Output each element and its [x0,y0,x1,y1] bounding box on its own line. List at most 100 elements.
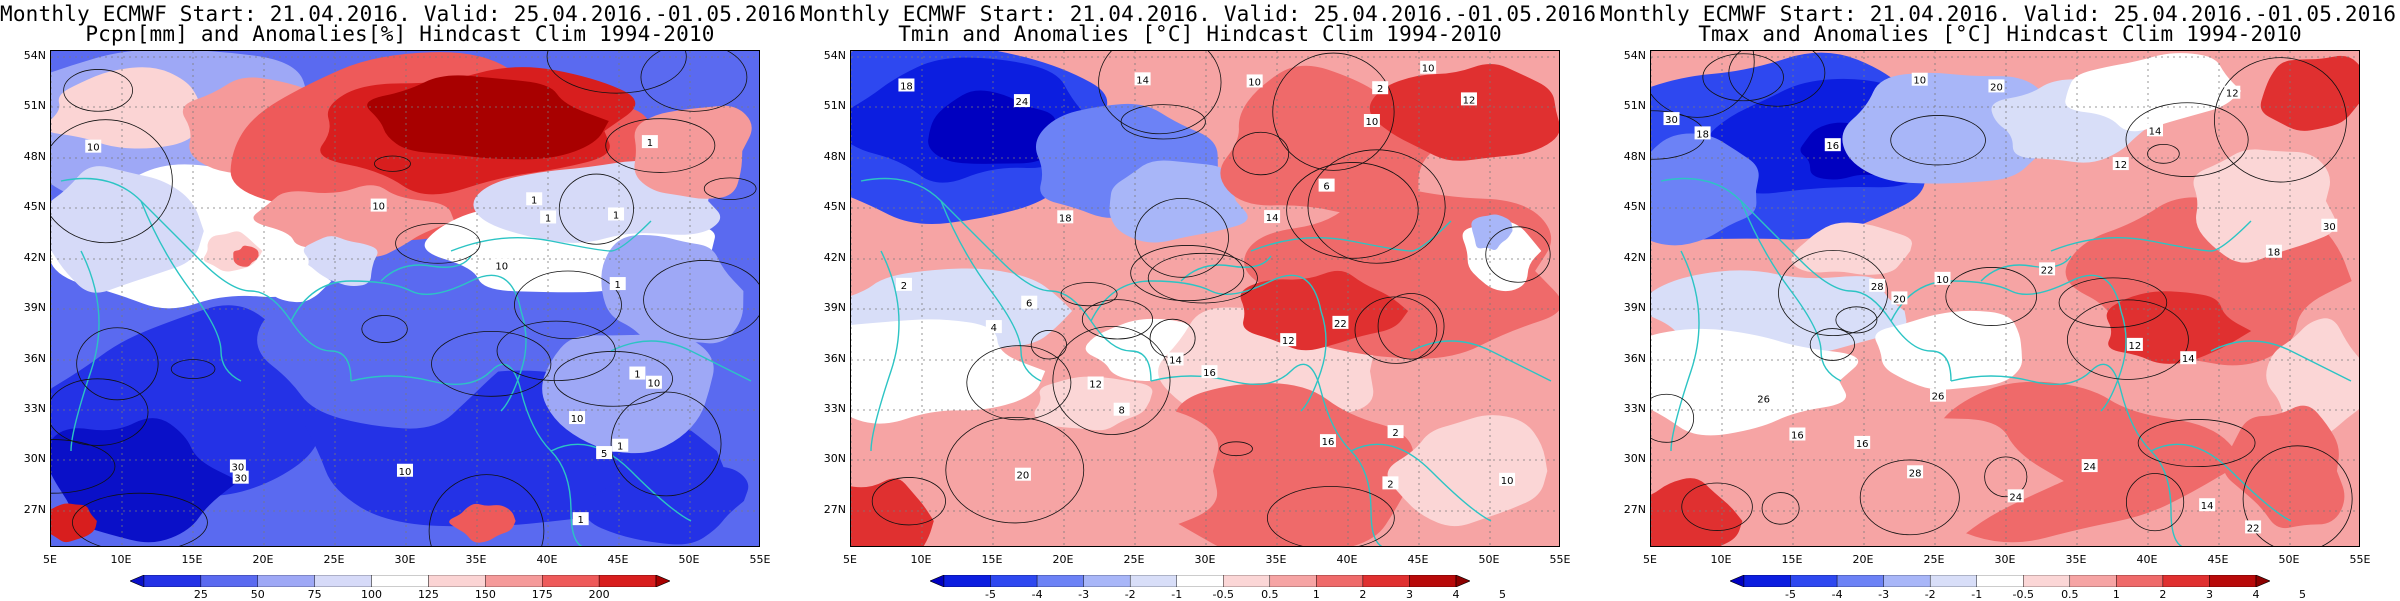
coastline [1250,220,1452,252]
contour-label: 12 [2226,89,2239,100]
colorbar-arrow-right [1455,575,1470,587]
coastline [1740,200,1842,382]
coastline [350,363,583,546]
contour-label-box [2039,262,2056,276]
colorbar-label: 5 [2299,588,2307,601]
contour-line [76,327,159,401]
contour-label: 24 [2083,462,2096,473]
latitude-label: 39N [23,301,46,314]
precip-panel: Monthly ECMWF Start: 21.04.2016. Valid: … [0,0,809,601]
contour-label-box [1246,74,1263,88]
latitude-label: 51N [1623,99,1646,112]
latitude-label: 33N [23,402,46,415]
colorbar-arrow-right [2255,575,2270,587]
latitude-label: 36N [1623,352,1646,365]
coastline [2050,220,2252,252]
contour-label: 4 [991,323,997,334]
longitude-label: 5E [1643,553,1657,566]
contour-label-box [370,198,387,212]
latitude-label: 51N [23,99,46,112]
contour-label-box [85,139,102,153]
anomaly-patch [257,280,523,429]
colorbar-label: 3 [2205,588,2213,601]
colorbar [130,575,670,587]
longitude-label: 15E [181,553,203,566]
coastline [860,177,1152,382]
contour-line [2242,445,2353,546]
colorbar-segment [1362,575,1410,587]
longitude-label: 15E [1781,553,1803,566]
longitude-label: 10E [910,553,932,566]
contour-line [1859,459,1960,536]
contour-label: 10 [1248,77,1261,88]
colorbar-segment [1176,575,1224,587]
contour-line [361,315,408,343]
contour-label-box [1167,352,1184,366]
contour-label-box [1382,476,1399,490]
contour-line [1651,51,1755,118]
colorbar-segment [485,575,543,587]
contour-label: 10 [1936,275,1949,286]
contour-label-box [596,446,613,460]
colorbar-segment [2209,575,2257,587]
anomaly-patch [1791,222,1912,275]
colorbar-label: 1 [2112,588,2120,601]
longitude-label: 30E [1194,553,1216,566]
colorbar-label: 0.5 [1261,588,1279,601]
contour-line [2125,102,2249,177]
colorbar-segment [2162,575,2210,587]
anomaly-patch [303,236,378,287]
longitude-label: 5E [843,553,857,566]
colorbar-label: 25 [193,588,208,601]
longitude-label: 55E [1549,553,1571,566]
contour-label-box [2321,218,2338,232]
contour-line [945,416,1085,524]
contour-line [1761,492,1800,525]
contour-label: 2 [901,281,907,292]
contour-label-box [1134,72,1151,86]
contour-label: 10 [1913,76,1926,87]
contour-line [1030,330,1067,360]
longitude-label: 30E [1994,553,2016,566]
panel-subtitle: Tmax and Anomalies [°C] Hindcast Clim 19… [1698,22,2302,46]
coastline [290,274,522,322]
longitude-label: 10E [1710,553,1732,566]
contour-line [428,474,545,546]
contour-label: 18 [1696,129,1709,140]
contour-line [1272,52,1395,171]
coastline [1980,255,2072,282]
colorbar-segment [542,575,600,587]
contour-line [2067,299,2189,380]
anomaly-patch [1651,478,1743,546]
contour-label: 16 [1826,141,1839,152]
contour-label: 28 [1909,468,1922,479]
contour-label: 24 [2009,492,2022,503]
colorbar-arrow-left [930,575,945,587]
contour-line [1060,282,1118,307]
contour-line [553,351,673,407]
longitude-label: 45E [2207,553,2229,566]
colorbar-segment [1083,575,1131,587]
contour-label-box [1318,178,1335,192]
colorbar-segment [1269,575,1317,587]
contour-label-box [1663,112,1680,126]
panel-subtitle: Pcpn[mm] and Anomalies[%] Hindcast Clim … [85,22,715,46]
latitude-label: 45N [823,200,846,213]
latitude-label: 45N [23,200,46,213]
latitude-label: 30N [23,452,46,465]
contour-line [1485,226,1551,283]
latitude-label: 54N [23,49,46,62]
contour-label: 14 [2182,354,2195,365]
contour-label-box [569,411,586,425]
contour-line [431,330,552,397]
contour-label-box [1201,365,1218,379]
longitude-label: 50E [1478,553,1500,566]
latitude-label: 36N [23,352,46,365]
tmax-panel: Monthly ECMWF Start: 21.04.2016. Valid: … [1600,0,2400,601]
contour-label: 1 [647,138,653,149]
colorbar-segment [1790,575,1838,587]
contour-line [1890,115,1986,166]
latitude-label: 54N [823,49,846,62]
contour-label: 12 [1463,95,1476,106]
